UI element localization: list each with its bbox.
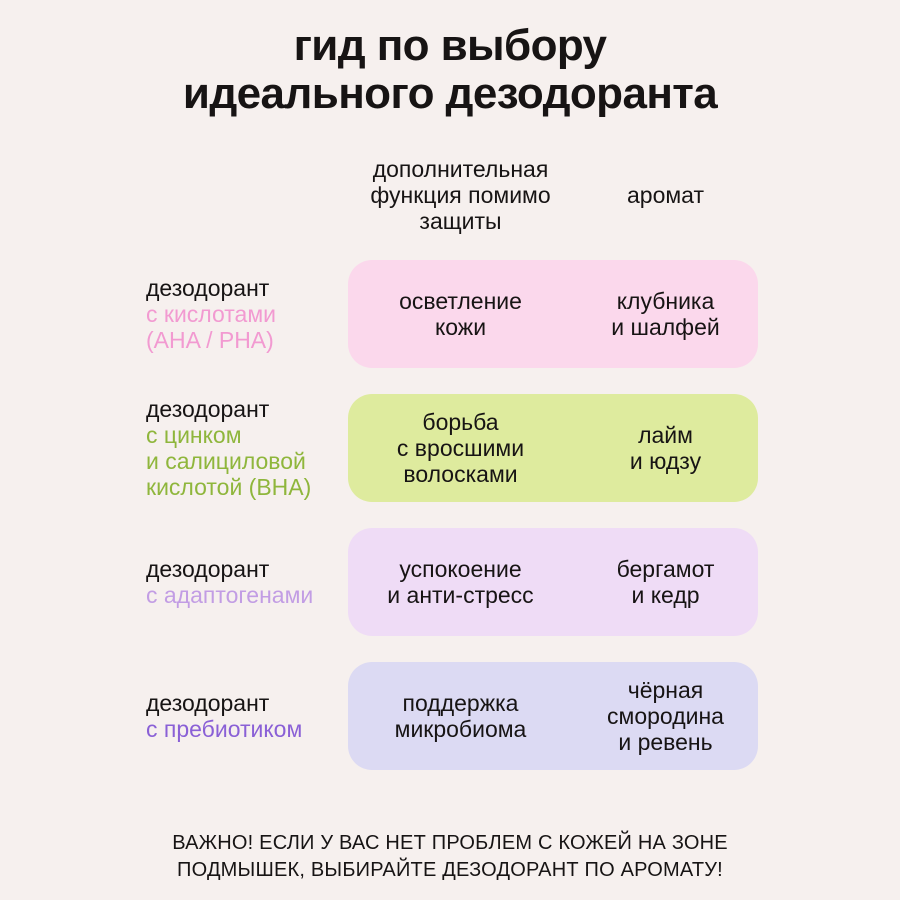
guide-table: дополнительная функция помимо защиты аро… [146, 156, 758, 770]
row-label-acids: дезодорант с кислотами (AHA / PHA) [146, 275, 348, 353]
aroma-cell: клубника и шалфей [611, 288, 720, 340]
row-label-variant: с цинком и салициловой кислотой (BHA) [146, 422, 312, 500]
row-box-adaptogens: успокоение и анти-стресс бергамот и кедр [348, 528, 758, 636]
aroma-cell: лайм и юдзу [629, 422, 702, 474]
row-label-prebiotic: дезодорант с пребиотиком [146, 690, 348, 742]
row-label-main: дезодорант [146, 690, 270, 716]
row-box-prebiotic: поддержка микробиома чёрная смородина и … [348, 662, 758, 770]
function-cell: борьба с вросшими волосками [396, 409, 525, 487]
function-cell: осветление кожи [399, 288, 522, 340]
row-label-variant: с адаптогенами [146, 582, 314, 608]
row-box-zinc-bha: борьба с вросшими волосками лайм и юдзу [348, 394, 758, 502]
aroma-cell: бергамот и кедр [616, 556, 715, 608]
row-label-zinc-bha: дезодорант с цинком и салициловой кислот… [146, 396, 348, 500]
footer-note: ВАЖНО! ЕСЛИ У ВАС НЕТ ПРОБЛЕМ С КОЖЕЙ НА… [172, 832, 728, 881]
function-cell: поддержка микробиома [394, 690, 527, 742]
row-label-main: дезодорант [146, 275, 270, 301]
column-header-aroma: аромат [626, 182, 704, 208]
row-label-adaptogens: дезодорант с адаптогенами [146, 556, 348, 608]
row-label-main: дезодорант [146, 556, 270, 582]
column-header-function: дополнительная функция помимо защиты [370, 156, 551, 234]
row-label-main: дезодорант [146, 396, 270, 422]
aroma-cell: чёрная смородина и ревень [607, 677, 724, 755]
row-label-variant: с кислотами (AHA / PHA) [146, 301, 276, 353]
page-title: гид по выбору идеального дезодоранта [182, 21, 718, 118]
row-label-variant: с пребиотиком [146, 716, 303, 742]
function-cell: успокоение и анти-стресс [387, 556, 534, 608]
row-box-acids: осветление кожи клубника и шалфей [348, 260, 758, 368]
